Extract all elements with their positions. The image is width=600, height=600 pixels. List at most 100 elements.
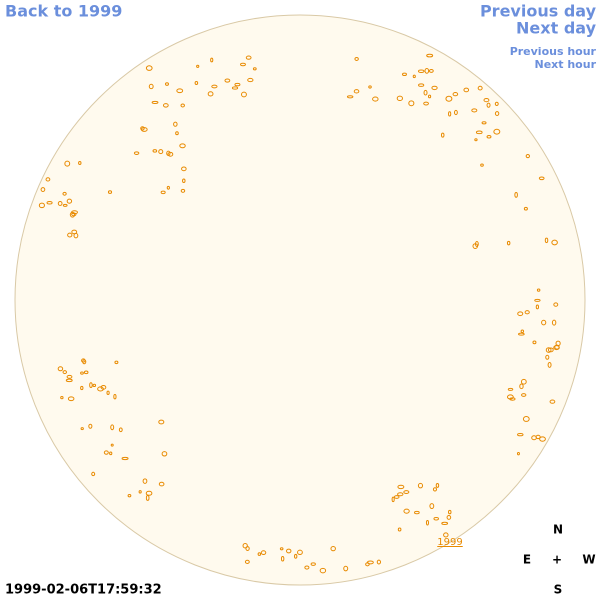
- contour: [82, 359, 87, 365]
- contour: [62, 203, 68, 207]
- contour: [525, 154, 530, 159]
- contour: [418, 83, 425, 87]
- back-link[interactable]: Back to 1999: [5, 2, 122, 21]
- contour: [539, 436, 546, 442]
- contour: [517, 432, 524, 437]
- contour: [67, 396, 75, 402]
- contour: [121, 456, 129, 461]
- contour: [403, 508, 410, 514]
- contour: [294, 553, 298, 559]
- contour: [109, 451, 113, 456]
- contour: [152, 149, 158, 153]
- contour: [428, 68, 434, 73]
- contour: [57, 201, 63, 206]
- contour: [181, 166, 187, 172]
- contour: [133, 151, 140, 156]
- contour: [417, 482, 424, 489]
- contour: [354, 56, 359, 61]
- contour: [194, 80, 199, 85]
- contour: [66, 198, 73, 204]
- contour: [445, 95, 453, 102]
- contour: [366, 560, 374, 565]
- contour: [65, 378, 73, 383]
- compass-east: E: [523, 553, 531, 567]
- contour: [474, 138, 478, 142]
- contour: [426, 53, 434, 58]
- contour: [483, 97, 490, 103]
- previous-hour-link[interactable]: Previous hour: [510, 45, 597, 58]
- contour: [412, 74, 416, 79]
- contour: [158, 149, 164, 155]
- contour: [245, 546, 250, 552]
- contour: [145, 495, 150, 501]
- contour: [452, 91, 459, 97]
- contour: [166, 185, 170, 190]
- contour: [207, 91, 214, 97]
- contour: [396, 95, 403, 102]
- contour: [545, 347, 552, 353]
- contour: [547, 347, 554, 353]
- contour: [240, 62, 246, 67]
- contour: [397, 527, 402, 532]
- contour: [408, 100, 415, 107]
- contour: [145, 65, 153, 71]
- contour: [549, 399, 556, 404]
- contour: [97, 386, 104, 392]
- contour: [304, 565, 310, 570]
- contour: [477, 85, 483, 91]
- contour: [532, 340, 537, 345]
- contour: [80, 385, 84, 391]
- contour: [522, 416, 530, 422]
- contour: [310, 562, 316, 566]
- contour: [110, 424, 115, 431]
- contour: [486, 134, 492, 139]
- contour: [544, 237, 549, 244]
- contour: [433, 517, 439, 521]
- contour: [140, 126, 145, 131]
- contour: [80, 371, 84, 375]
- contour: [517, 311, 524, 317]
- contour: [425, 520, 430, 526]
- contour: [538, 176, 545, 181]
- contour: [138, 490, 142, 494]
- contour: [480, 163, 484, 167]
- contour: [241, 91, 247, 98]
- contour: [224, 78, 231, 83]
- contour: [506, 394, 514, 400]
- contour: [176, 88, 184, 94]
- contour: [297, 549, 303, 556]
- contour: [431, 85, 438, 91]
- contour: [545, 354, 550, 360]
- contour: [551, 319, 557, 326]
- timestamp: 1999-02-06T17:59:32: [5, 583, 162, 598]
- contour: [393, 495, 400, 499]
- next-day-link[interactable]: Next day: [516, 19, 597, 38]
- contour: [536, 288, 541, 292]
- contour: [319, 567, 327, 574]
- contour: [247, 77, 254, 83]
- contour: [196, 64, 200, 68]
- contour: [210, 57, 214, 63]
- contour: [535, 304, 540, 310]
- compass-center: +: [552, 553, 562, 567]
- region-label[interactable]: 1999: [437, 537, 462, 548]
- contour: [443, 532, 449, 538]
- contour: [376, 559, 382, 565]
- contour: [521, 393, 527, 397]
- contour: [535, 434, 541, 440]
- previous-day-link[interactable]: Previous day: [480, 2, 597, 21]
- contour: [541, 319, 547, 326]
- contour: [175, 131, 179, 136]
- contour: [106, 390, 110, 395]
- next-hour-link[interactable]: Next hour: [535, 58, 597, 71]
- contour: [62, 370, 68, 375]
- contour: [60, 395, 64, 400]
- contour: [245, 55, 252, 60]
- contour: [417, 69, 425, 73]
- contour: [158, 419, 165, 425]
- contour: [520, 378, 527, 385]
- contour: [64, 160, 71, 167]
- contour: [519, 383, 524, 390]
- contour: [493, 128, 501, 135]
